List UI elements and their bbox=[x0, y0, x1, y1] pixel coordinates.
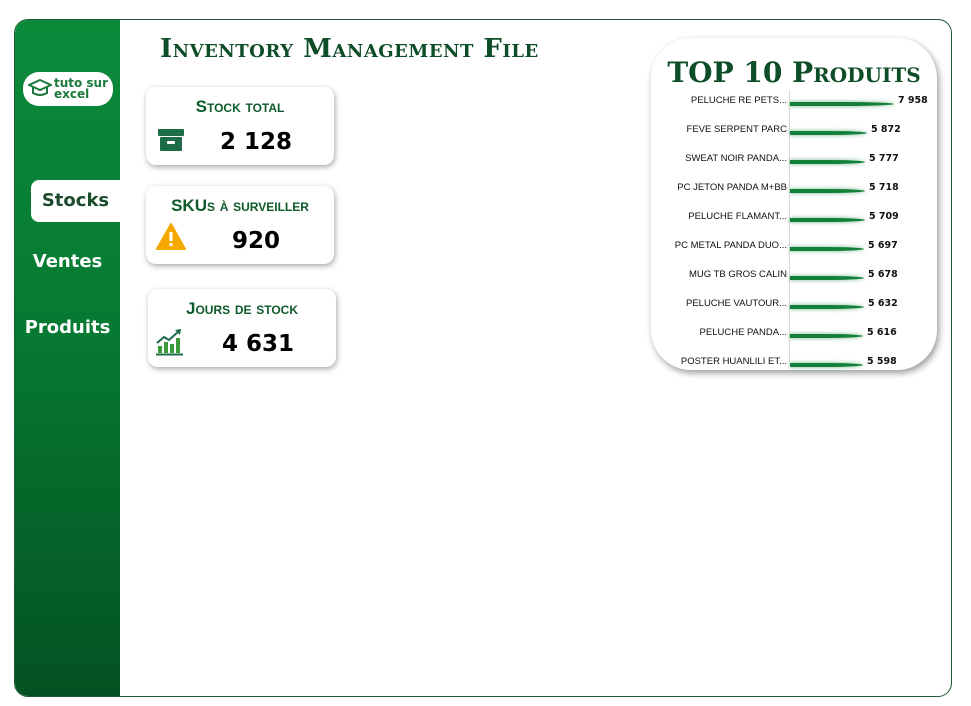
chart-bar bbox=[790, 218, 865, 222]
logo-text: tuto sur excel bbox=[53, 76, 109, 101]
chart-title: TOP 10 Produits bbox=[667, 56, 921, 89]
chart-bar-row: PC JETON PANDA M+BB 5 718 bbox=[651, 180, 937, 200]
chart-bar bbox=[790, 131, 867, 135]
kpi-card-skus: SKUs à surveiller 920 bbox=[146, 186, 334, 264]
chart-category-label: PELUCHE RE PETS... bbox=[690, 95, 787, 106]
chart-bar bbox=[790, 305, 864, 309]
chart-bar bbox=[790, 276, 864, 280]
kpi-label: Stock total bbox=[195, 97, 285, 116]
chart-category-label: PC JETON PANDA M+BB bbox=[677, 182, 787, 193]
warning-icon bbox=[156, 223, 186, 250]
nav-item-produits[interactable]: Produits bbox=[24, 317, 111, 338]
kpi-card-jours-stock: Jours de stock 4 631 bbox=[148, 289, 336, 367]
chart-value-label: 5 872 bbox=[871, 124, 901, 135]
chart-bar-row: PELUCHE PANDA... 5 616 bbox=[651, 325, 937, 345]
chart-category-label: SWEAT NOIR PANDA... bbox=[685, 153, 787, 164]
chart-category-label: PELUCHE VAUTOUR... bbox=[685, 298, 787, 309]
chart-value-label: 5 718 bbox=[869, 182, 899, 193]
logo-line2: excel bbox=[53, 87, 90, 101]
chart-axis-line bbox=[789, 90, 790, 362]
graduation-cap-icon bbox=[27, 78, 52, 96]
chart-value-label: 5 632 bbox=[868, 298, 898, 309]
chart-bar-row: FEVE SERPENT PARC 5 872 bbox=[651, 122, 937, 142]
chart-bar-row: SWEAT NOIR PANDA... 5 777 bbox=[651, 151, 937, 171]
chart-bar bbox=[790, 160, 865, 164]
kpi-value: 4 631 bbox=[221, 331, 295, 357]
chart-bar bbox=[790, 189, 865, 193]
nav-item-ventes[interactable]: Ventes bbox=[32, 251, 103, 272]
chart-bar bbox=[790, 247, 864, 251]
chart-bar bbox=[790, 334, 863, 338]
chart-bar-row: POSTER HUANLILI ET... 5 598 bbox=[651, 354, 937, 374]
chart-value-label: 5 709 bbox=[869, 211, 899, 222]
chart-bar bbox=[790, 363, 863, 367]
top10-chart: TOP 10 Produits PELUCHE RE PETS... 7 958 F… bbox=[651, 38, 937, 370]
kpi-label: Jours de stock bbox=[185, 299, 299, 318]
kpi-value: 920 bbox=[231, 228, 280, 254]
chart-value-label: 5 616 bbox=[867, 327, 897, 338]
chart-value-label: 5 777 bbox=[869, 153, 899, 164]
chart-category-label: MUG TB GROS CALIN bbox=[688, 269, 787, 280]
chart-value-label: 5 678 bbox=[868, 269, 898, 280]
chart-bar bbox=[790, 102, 894, 106]
chart-category-label: FEVE SERPENT PARC bbox=[686, 124, 787, 135]
dashboard-frame: tuto sur excel Stocks Ventes Produits In… bbox=[14, 19, 952, 697]
chart-bar-row: PELUCHE RE PETS... 7 958 bbox=[651, 93, 937, 113]
kpi-label: SKUs à surveiller bbox=[171, 196, 309, 215]
chart-category-label: PELUCHE FLAMANT... bbox=[688, 211, 787, 222]
sidebar: tuto sur excel Stocks Ventes Produits bbox=[15, 20, 120, 696]
chart-bar-row: PELUCHE FLAMANT... 5 709 bbox=[651, 209, 937, 229]
archive-box-icon bbox=[158, 129, 184, 151]
chart-bar-row: PC METAL PANDA DUO... 5 697 bbox=[651, 238, 937, 258]
chart-bar-row: MUG TB GROS CALIN 5 678 bbox=[651, 267, 937, 287]
page-title: Inventory Management File bbox=[160, 34, 539, 64]
chart-value-label: 5 697 bbox=[868, 240, 898, 251]
logo: tuto sur excel bbox=[23, 72, 113, 106]
logo-line1: tuto sur bbox=[53, 76, 109, 90]
chart-value-label: 7 958 bbox=[898, 95, 928, 106]
chart-value-label: 5 598 bbox=[867, 356, 897, 367]
kpi-card-stock-total: Stock total 2 128 bbox=[146, 87, 334, 165]
chart-bar-row: PELUCHE VAUTOUR... 5 632 bbox=[651, 296, 937, 316]
growth-chart-icon bbox=[156, 329, 183, 356]
nav-item-stocks[interactable]: Stocks bbox=[31, 180, 120, 222]
chart-category-label: POSTER HUANLILI ET... bbox=[680, 356, 787, 367]
kpi-value: 2 128 bbox=[219, 129, 293, 155]
chart-category-label: PELUCHE PANDA... bbox=[699, 327, 787, 338]
chart-category-label: PC METAL PANDA DUO... bbox=[674, 240, 787, 251]
